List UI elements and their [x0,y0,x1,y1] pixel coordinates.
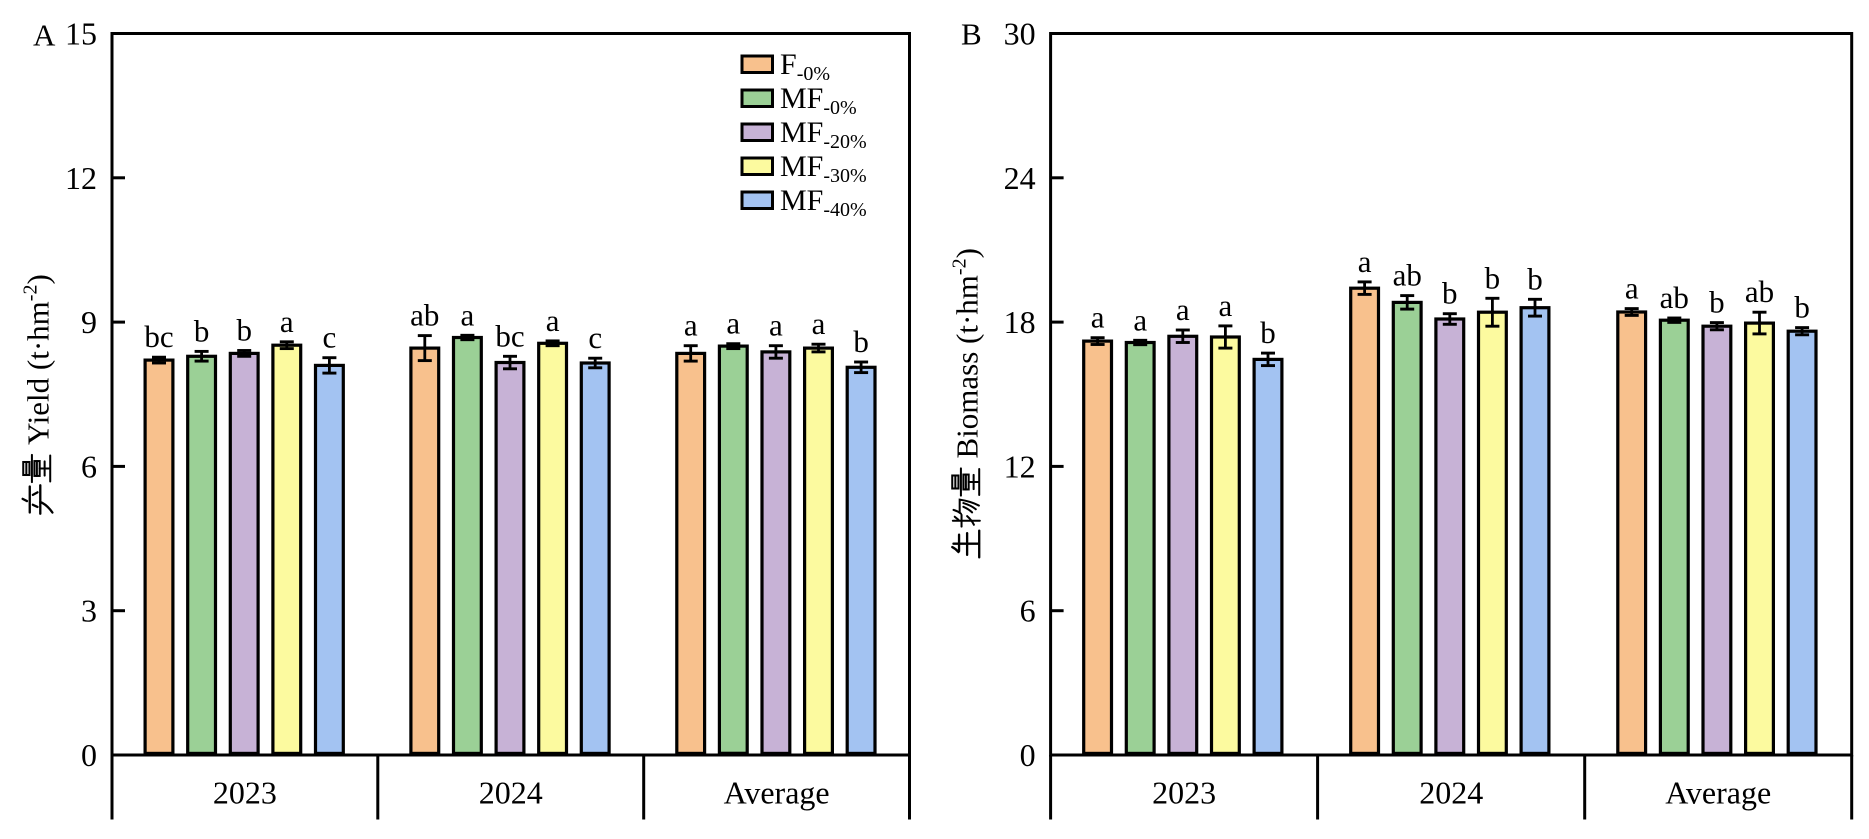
svg-text:b: b [194,313,210,348]
svg-text:0: 0 [1020,737,1036,773]
svg-text:bc: bc [144,319,173,354]
svg-text:a: a [1219,288,1233,323]
svg-text:b: b [236,313,252,348]
svg-text:b: b [1442,276,1458,311]
svg-text:18: 18 [1004,304,1036,340]
svg-text:A: A [33,18,56,53]
svg-text:a: a [1176,292,1190,327]
svg-text:a: a [812,306,826,341]
svg-text:a: a [461,297,475,332]
svg-text:6: 6 [1020,593,1036,629]
svg-text:2024: 2024 [1419,775,1483,811]
svg-text:b: b [1794,290,1810,325]
svg-text:b: b [1527,261,1543,296]
svg-text:2023: 2023 [213,775,277,811]
svg-text:ab: ab [1660,280,1689,315]
svg-text:Average: Average [1665,775,1771,811]
svg-text:a: a [1625,271,1639,306]
svg-text:24: 24 [1004,160,1036,196]
svg-text:a: a [726,306,740,341]
svg-text:a: a [1091,300,1105,335]
svg-text:a: a [684,308,698,343]
svg-text:9: 9 [81,304,97,340]
svg-text:a: a [1133,302,1147,337]
svg-text:ab: ab [1393,258,1422,293]
svg-text:2024: 2024 [479,775,543,811]
svg-text:a: a [769,308,783,343]
svg-text:30: 30 [1004,16,1036,52]
svg-text:Biomass (t·hm-2): Biomass (t·hm-2) [949,248,985,458]
svg-text:15: 15 [65,16,97,52]
svg-text:b: b [1709,285,1725,320]
svg-text:0: 0 [81,737,97,773]
svg-text:12: 12 [65,160,97,196]
svg-text:b: b [1485,260,1501,295]
svg-text:2023: 2023 [1152,775,1216,811]
svg-text:a: a [280,304,294,339]
svg-text:b: b [853,324,869,359]
svg-text:ab: ab [410,298,439,333]
svg-text:b: b [1260,315,1276,350]
svg-text:bc: bc [495,318,524,353]
svg-text:ab: ab [1745,274,1774,309]
svg-text:a: a [546,303,560,338]
svg-text:c: c [323,320,337,355]
svg-text:3: 3 [81,593,97,629]
svg-text:Yield (t·hm-2): Yield (t·hm-2) [20,274,56,445]
svg-text:Average: Average [724,775,830,811]
svg-text:B: B [961,17,982,52]
svg-text:c: c [588,320,602,355]
svg-text:12: 12 [1004,448,1036,484]
svg-text:6: 6 [81,448,97,484]
svg-text:a: a [1358,244,1372,279]
